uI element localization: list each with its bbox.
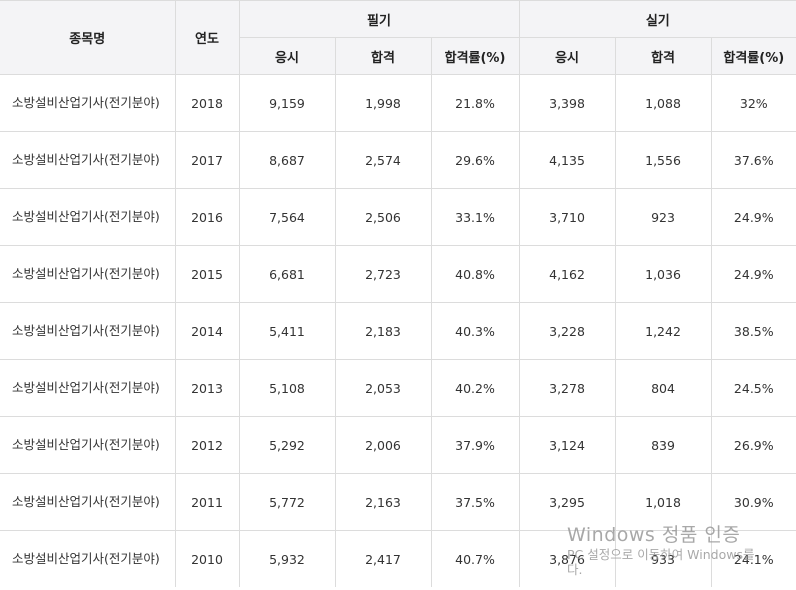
cell-written-apply: 8,687 — [238, 131, 336, 189]
table-row: 소방설비산업기사(전기분야) 2010 5,932 2,417 40.7% 3,876 93… — [0, 530, 796, 587]
table-row: 소방설비산업기사(전기분야) 2013 5,108 2,053 40.2% 3,278 80… — [0, 359, 796, 417]
cell-year: 2013 — [174, 359, 240, 417]
table-row: 소방설비산업기사(전기분야) 2015 6,681 2,723 40.8% 4,162 1,… — [0, 245, 796, 303]
cell-practical-pass: 1,556 — [614, 131, 712, 189]
cell-practical-pass: 839 — [614, 416, 712, 474]
cell-written-apply: 5,292 — [238, 416, 336, 474]
cell-practical-apply: 3,295 — [518, 473, 616, 531]
cell-practical-apply: 3,398 — [518, 74, 616, 132]
cell-written-rate: 40.2% — [430, 359, 520, 417]
cell-practical-pass: 933 — [614, 530, 712, 587]
cell-written-pass: 2,723 — [334, 245, 432, 303]
cell-written-pass: 2,417 — [334, 530, 432, 587]
cell-year: 2012 — [174, 416, 240, 474]
cell-practical-pass: 1,088 — [614, 74, 712, 132]
cell-written-rate: 29.6% — [430, 131, 520, 189]
table-row: 소방설비산업기사(전기분야) 2012 5,292 2,006 37.9% 3,124 83… — [0, 416, 796, 474]
cell-year: 2015 — [174, 245, 240, 303]
cell-written-rate: 21.8% — [430, 74, 520, 132]
cell-practical-rate: 37.6% — [710, 131, 796, 189]
cell-year: 2014 — [174, 302, 240, 360]
header-year: 연도 — [174, 0, 240, 75]
cell-practical-apply: 3,124 — [518, 416, 616, 474]
cell-year: 2016 — [174, 188, 240, 246]
cell-practical-rate: 24.5% — [710, 359, 796, 417]
header-name: 종목명 — [0, 0, 176, 75]
cell-year: 2011 — [174, 473, 240, 531]
header-written: 필기 — [238, 0, 520, 38]
cell-practical-apply: 4,162 — [518, 245, 616, 303]
cell-name: 소방설비산업기사(전기분야) — [0, 188, 176, 246]
cell-written-apply: 5,932 — [238, 530, 336, 587]
cell-written-apply: 5,108 — [238, 359, 336, 417]
cell-written-pass: 2,006 — [334, 416, 432, 474]
cell-written-pass: 2,163 — [334, 473, 432, 531]
cell-written-pass: 2,506 — [334, 188, 432, 246]
cell-practical-apply: 3,876 — [518, 530, 616, 587]
header-practical-pass: 합격 — [614, 37, 712, 75]
cell-practical-pass: 1,242 — [614, 302, 712, 360]
cell-name: 소방설비산업기사(전기분야) — [0, 416, 176, 474]
cell-practical-apply: 4,135 — [518, 131, 616, 189]
cell-written-apply: 9,159 — [238, 74, 336, 132]
header-written-pass: 합격 — [334, 37, 432, 75]
cell-practical-rate: 24.1% — [710, 530, 796, 587]
table-row: 소방설비산업기사(전기분야) 2018 9,159 1,998 21.8% 3,398 1,… — [0, 74, 796, 132]
cell-name: 소방설비산업기사(전기분야) — [0, 131, 176, 189]
cell-practical-pass: 1,036 — [614, 245, 712, 303]
cell-practical-apply: 3,710 — [518, 188, 616, 246]
cell-written-rate: 37.9% — [430, 416, 520, 474]
cell-written-pass: 2,053 — [334, 359, 432, 417]
cell-name: 소방설비산업기사(전기분야) — [0, 473, 176, 531]
cell-practical-rate: 32% — [710, 74, 796, 132]
cell-written-rate: 33.1% — [430, 188, 520, 246]
cell-written-rate: 40.8% — [430, 245, 520, 303]
header-written-apply: 응시 — [239, 37, 336, 75]
cell-written-rate: 40.3% — [430, 302, 520, 360]
table-row: 소방설비산업기사(전기분야) 2011 5,772 2,163 37.5% 3,295 1,… — [0, 473, 796, 531]
cell-year: 2018 — [174, 74, 240, 132]
cell-year: 2017 — [174, 131, 240, 189]
cell-written-pass: 2,574 — [334, 131, 432, 189]
cell-written-rate: 40.7% — [430, 530, 520, 587]
cell-written-apply: 5,772 — [238, 473, 336, 531]
cell-written-pass: 1,998 — [334, 74, 432, 132]
cell-practical-apply: 3,278 — [518, 359, 616, 417]
table-row: 소방설비산업기사(전기분야) 2016 7,564 2,506 33.1% 3,710 92… — [0, 188, 796, 246]
cell-name: 소방설비산업기사(전기분야) — [0, 245, 176, 303]
cell-written-rate: 37.5% — [430, 473, 520, 531]
cell-practical-rate: 26.9% — [710, 416, 796, 474]
cell-year: 2010 — [174, 530, 240, 587]
cell-practical-pass: 923 — [614, 188, 712, 246]
table-row: 소방설비산업기사(전기분야) 2017 8,687 2,574 29.6% 4,135 1,… — [0, 131, 796, 189]
cell-name: 소방설비산업기사(전기분야) — [0, 359, 176, 417]
cell-practical-pass: 1,018 — [614, 473, 712, 531]
cell-written-apply: 7,564 — [238, 188, 336, 246]
cell-practical-apply: 3,228 — [518, 302, 616, 360]
header-practical-apply: 응시 — [518, 37, 616, 75]
cell-practical-pass: 804 — [614, 359, 712, 417]
header-practical: 실기 — [518, 0, 796, 38]
cell-practical-rate: 24.9% — [710, 188, 796, 246]
header-practical-rate: 합격률(%) — [710, 37, 796, 75]
cell-name: 소방설비산업기사(전기분야) — [0, 302, 176, 360]
header-row-top: 종목명 연도 필기 실기 — [0, 0, 796, 75]
cell-practical-rate: 24.9% — [710, 245, 796, 303]
cell-written-apply: 6,681 — [238, 245, 336, 303]
cell-practical-rate: 30.9% — [710, 473, 796, 531]
table-body: 소방설비산업기사(전기분야) 2018 9,159 1,998 21.8% 3,398 1,… — [0, 74, 796, 587]
cell-name: 소방설비산업기사(전기분야) — [0, 74, 176, 132]
cell-practical-rate: 38.5% — [710, 302, 796, 360]
cell-name: 소방설비산업기사(전기분야) — [0, 530, 176, 587]
table-row: 소방설비산업기사(전기분야) 2014 5,411 2,183 40.3% 3,228 1,… — [0, 302, 796, 360]
header-written-rate: 합격률(%) — [430, 37, 520, 75]
cell-written-pass: 2,183 — [334, 302, 432, 360]
cell-written-apply: 5,411 — [238, 302, 336, 360]
